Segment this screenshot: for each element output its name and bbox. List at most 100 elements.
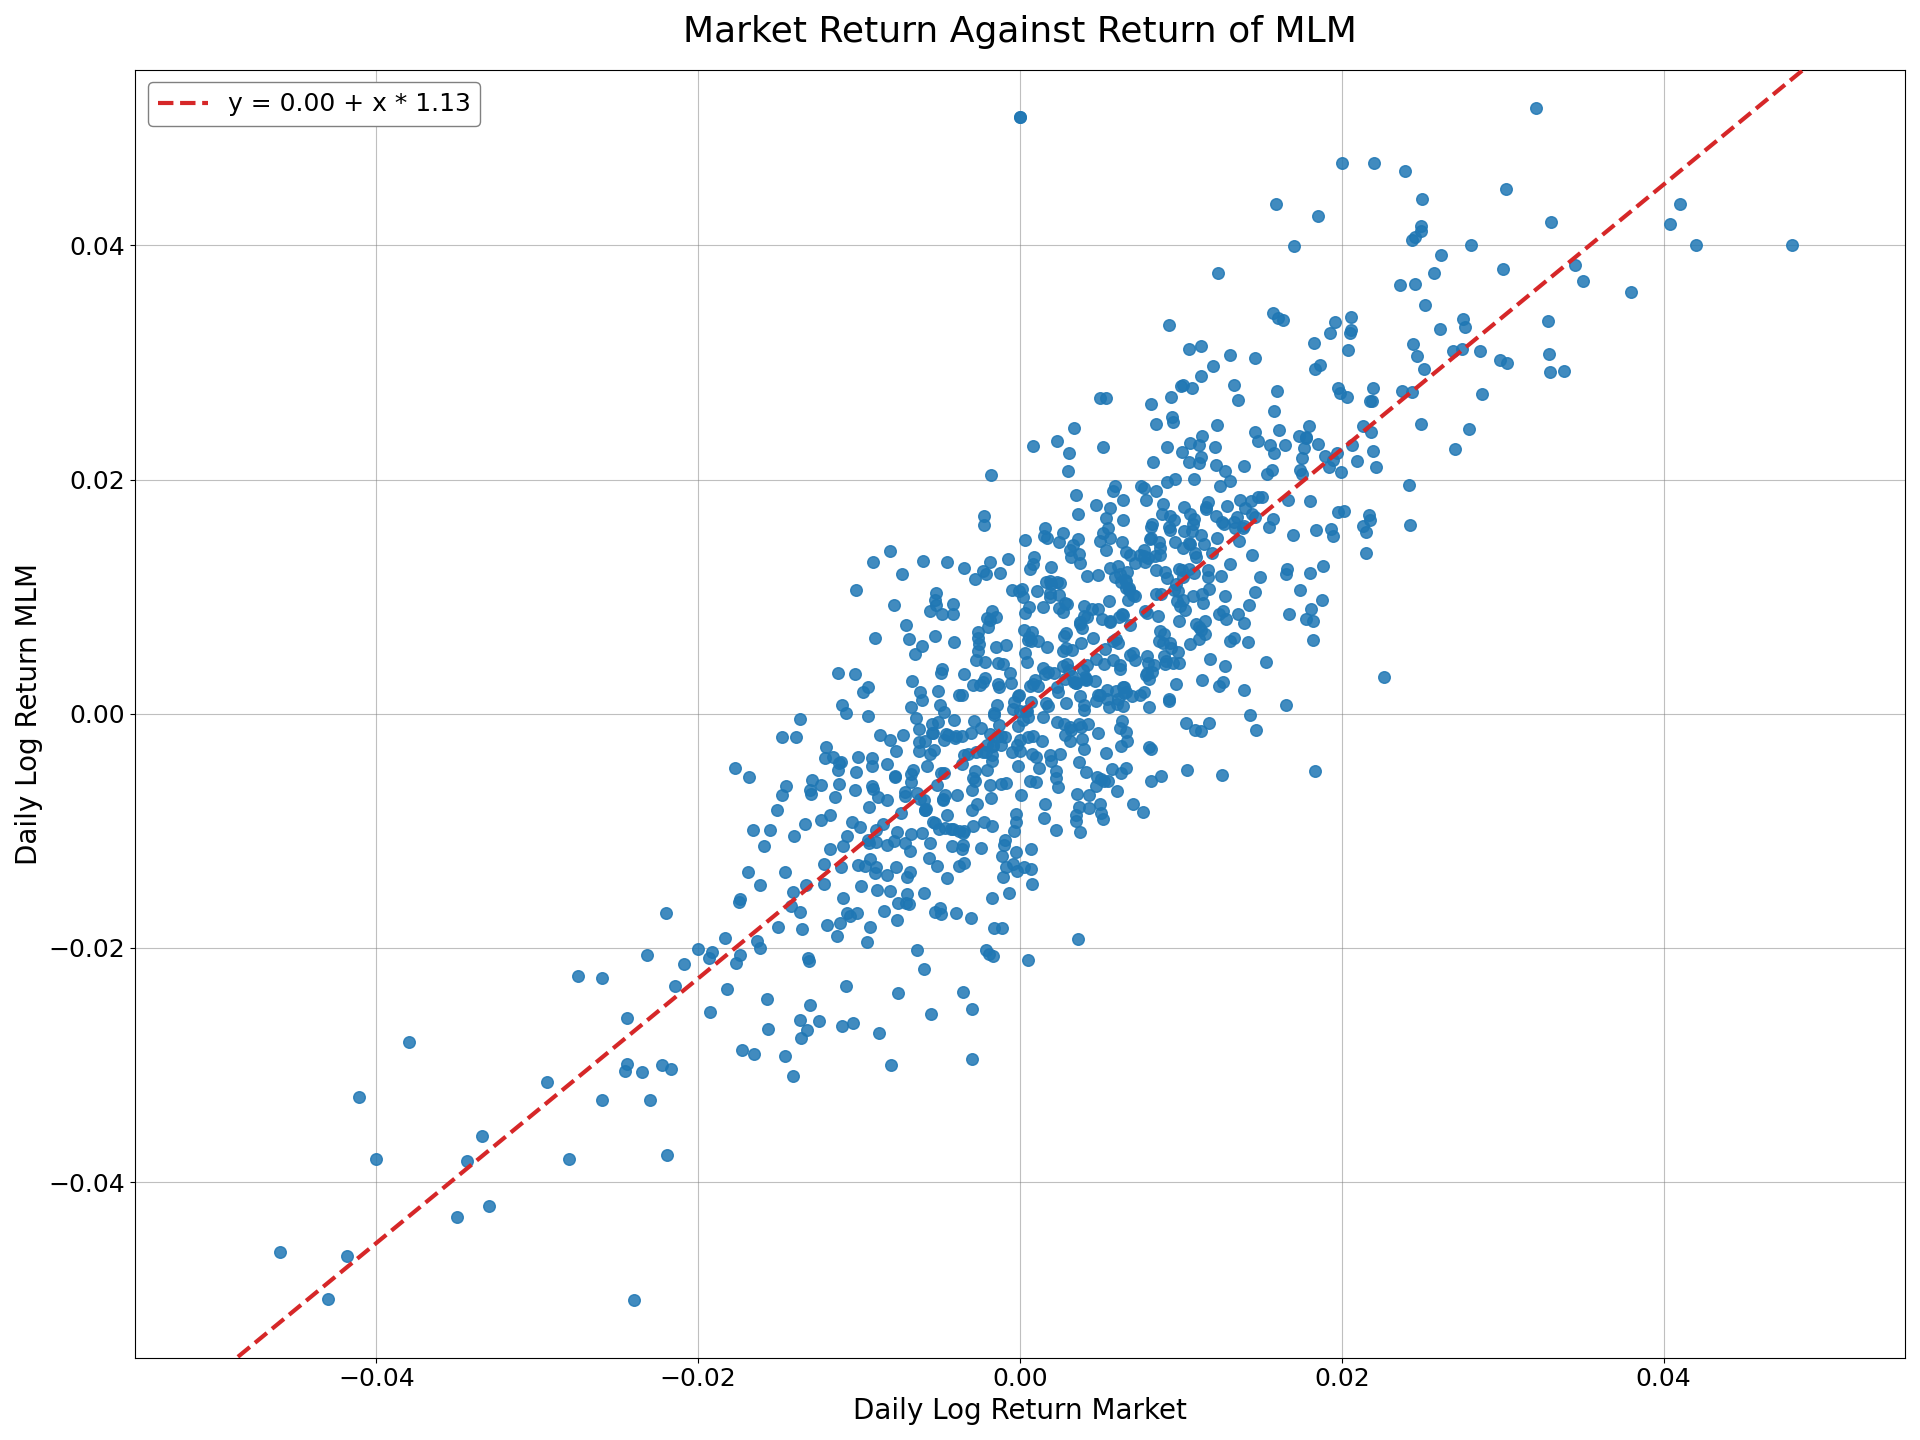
Point <box>1023 756 1054 779</box>
Point <box>918 721 948 744</box>
Point <box>1142 605 1173 628</box>
Point <box>1004 105 1035 128</box>
Point <box>1092 688 1123 711</box>
Point <box>1081 775 1112 798</box>
Point <box>467 1125 497 1148</box>
Point <box>1258 459 1288 482</box>
Point <box>972 733 1002 756</box>
Point <box>1185 628 1215 651</box>
Point <box>916 1002 947 1025</box>
Point <box>612 1053 643 1076</box>
Point <box>1139 451 1169 474</box>
Point <box>929 762 960 785</box>
Point <box>1521 96 1551 120</box>
Point <box>916 721 947 744</box>
Point <box>858 778 889 801</box>
Point <box>1016 674 1046 697</box>
Point <box>826 1015 856 1038</box>
Point <box>977 815 1008 838</box>
Point <box>1071 668 1102 691</box>
Point <box>879 765 910 788</box>
Point <box>1106 762 1137 785</box>
Point <box>1144 536 1175 559</box>
Point <box>847 680 877 703</box>
Point <box>442 1205 472 1228</box>
Point <box>1154 314 1185 337</box>
Point <box>1300 359 1331 382</box>
Point <box>1490 177 1521 200</box>
Point <box>1056 664 1087 687</box>
Point <box>914 847 945 870</box>
Point <box>841 901 872 924</box>
Point <box>1081 494 1112 517</box>
Point <box>948 819 979 842</box>
Point <box>1284 425 1315 448</box>
Point <box>1100 566 1131 589</box>
Point <box>1169 599 1200 622</box>
Point <box>1229 455 1260 478</box>
Point <box>753 988 783 1011</box>
Point <box>1021 629 1052 652</box>
Point <box>741 930 772 953</box>
Point <box>1016 837 1046 860</box>
Point <box>1114 579 1144 602</box>
Point <box>960 740 991 763</box>
Point <box>927 788 958 811</box>
Point <box>862 818 893 841</box>
Point <box>1206 475 1236 498</box>
Point <box>941 724 972 747</box>
Point <box>1052 652 1083 675</box>
Point <box>1438 340 1469 363</box>
Point <box>1073 796 1104 819</box>
Point <box>925 903 956 926</box>
Point <box>1655 213 1686 236</box>
Point <box>1114 589 1144 612</box>
Point <box>1204 602 1235 625</box>
Point <box>904 739 935 762</box>
Point <box>1158 508 1188 531</box>
Point <box>856 755 887 778</box>
Point <box>996 671 1027 694</box>
Point <box>870 900 900 923</box>
Point <box>1229 612 1260 635</box>
Point <box>958 815 989 838</box>
Point <box>1035 749 1066 772</box>
Point <box>1054 716 1085 739</box>
Point <box>778 881 808 904</box>
Point <box>1148 492 1179 516</box>
Point <box>1294 562 1325 585</box>
Point <box>1104 605 1135 628</box>
Point <box>972 606 1002 629</box>
Point <box>920 739 950 762</box>
Point <box>822 924 852 948</box>
Point <box>968 513 998 536</box>
Point <box>891 785 922 808</box>
Point <box>995 662 1025 685</box>
Point <box>1229 514 1260 537</box>
Point <box>1261 193 1292 216</box>
Point <box>1094 556 1125 579</box>
Point <box>668 952 699 975</box>
Point <box>653 1143 684 1166</box>
Point <box>970 667 1000 690</box>
Point <box>1238 505 1269 528</box>
Point <box>975 773 1006 796</box>
Point <box>1169 495 1200 518</box>
Point <box>1069 665 1100 688</box>
Point <box>1181 612 1212 635</box>
Point <box>831 901 862 924</box>
Point <box>968 504 998 527</box>
Point <box>851 855 881 878</box>
Point <box>1029 662 1060 685</box>
Point <box>958 674 989 697</box>
Point <box>841 760 872 783</box>
Point <box>904 788 935 811</box>
Point <box>720 756 751 779</box>
Point <box>1254 516 1284 539</box>
Point <box>1112 569 1142 592</box>
Point <box>852 930 883 953</box>
Point <box>1116 613 1146 636</box>
Point <box>1294 490 1325 513</box>
Point <box>975 552 1006 575</box>
Point <box>1066 716 1096 739</box>
